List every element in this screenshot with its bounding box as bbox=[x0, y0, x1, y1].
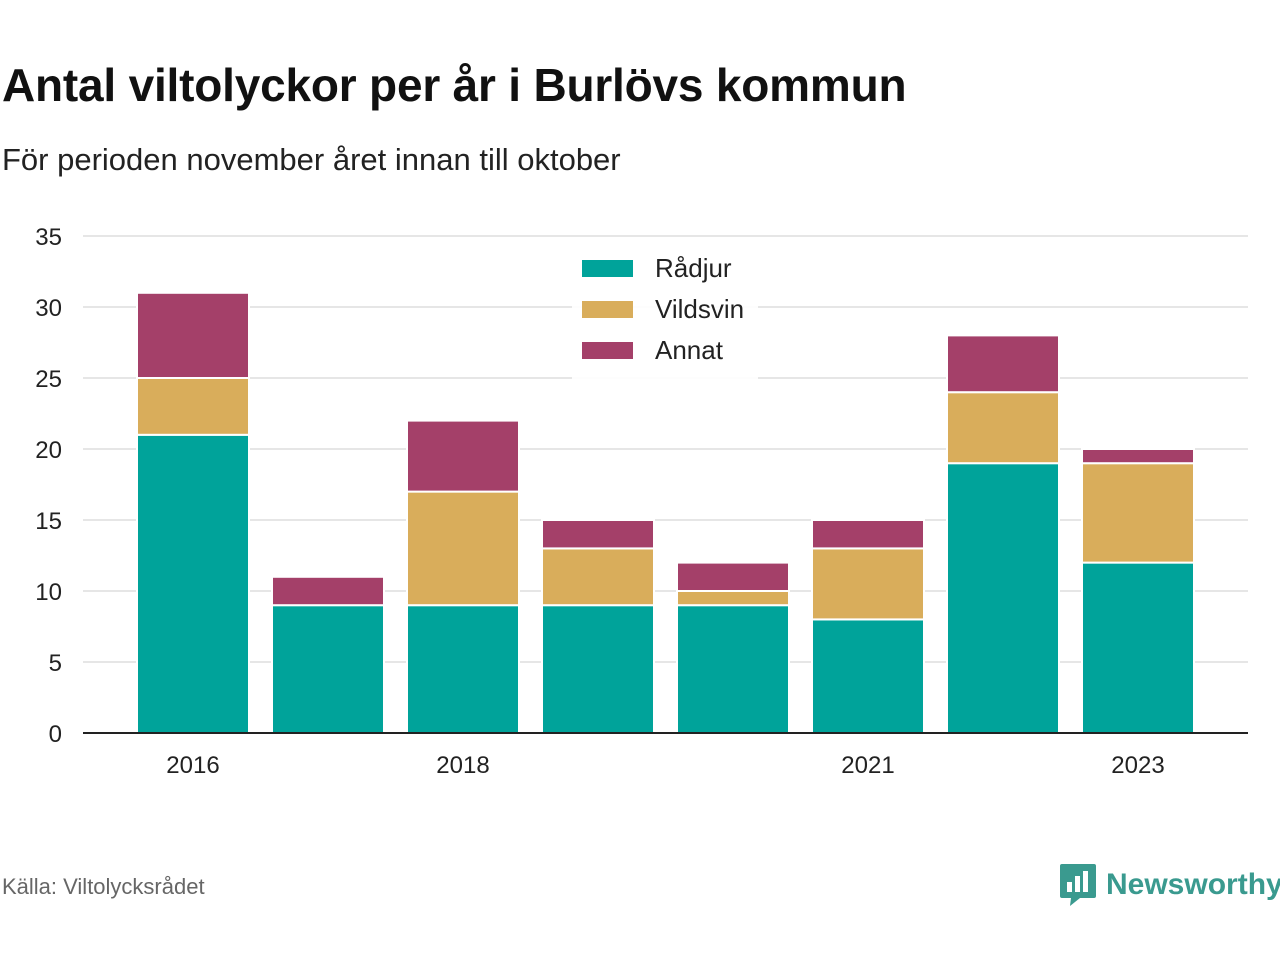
bar-segment bbox=[406, 604, 520, 735]
bar-segment bbox=[136, 433, 250, 735]
y-tick-label: 15 bbox=[35, 508, 62, 535]
legend-swatch bbox=[582, 260, 633, 277]
y-tick-label: 25 bbox=[35, 366, 62, 393]
y-tick-label: 5 bbox=[49, 650, 62, 677]
bar-segment bbox=[1081, 448, 1195, 465]
x-tick-label: 2023 bbox=[1111, 752, 1164, 779]
x-tick-label: 2016 bbox=[166, 752, 219, 779]
bar-segment bbox=[541, 519, 655, 550]
legend-label: Annat bbox=[655, 335, 724, 365]
bar-segment bbox=[136, 377, 250, 436]
legend-label: Vildsvin bbox=[655, 294, 744, 324]
bar-segment bbox=[676, 604, 790, 735]
newsworthy-logo-icon bbox=[1060, 864, 1096, 906]
bar-segment bbox=[136, 291, 250, 379]
bar-segment bbox=[811, 519, 925, 550]
bar-segment bbox=[946, 462, 1060, 734]
x-tick-label: 2021 bbox=[841, 752, 894, 779]
bar-segment bbox=[1081, 462, 1195, 564]
y-tick-label: 10 bbox=[35, 579, 62, 606]
bar-segment bbox=[541, 547, 655, 607]
bar-segment bbox=[676, 561, 790, 593]
legend-label: Rådjur bbox=[655, 253, 732, 283]
source-note: Källa: Viltolycksrådet bbox=[2, 874, 205, 899]
legend-swatch bbox=[582, 342, 633, 359]
bar-segment bbox=[1081, 561, 1195, 734]
y-tick-label: 35 bbox=[35, 224, 62, 251]
bar-segment bbox=[271, 604, 385, 735]
x-tick-label: 2018 bbox=[436, 752, 489, 779]
chart-title: Antal viltolyckor per år i Burlövs kommu… bbox=[2, 59, 907, 111]
bar-segment bbox=[541, 604, 655, 735]
bar-segment bbox=[676, 590, 790, 607]
brand-logo: Newsworthy bbox=[1058, 862, 1280, 908]
y-tick-label: 20 bbox=[35, 437, 62, 464]
bar-segment bbox=[811, 547, 925, 621]
stacked-bar-chart: 0 5 10 15 20 25 30 35 2016 2018 2021 2023 Rådjur Vild… bbox=[35, 224, 1248, 779]
bar-segment bbox=[406, 490, 520, 607]
chart-subtitle: För perioden november året innan till ok… bbox=[2, 142, 621, 177]
y-tick-label: 0 bbox=[49, 721, 62, 748]
legend-swatch bbox=[582, 301, 633, 318]
brand-name: Newsworthy bbox=[1106, 868, 1280, 901]
bar-segment bbox=[271, 575, 385, 607]
bar-segment bbox=[811, 618, 925, 734]
bar-segment bbox=[946, 334, 1060, 394]
y-tick-label: 30 bbox=[35, 295, 62, 322]
bar-segment bbox=[406, 419, 520, 493]
bar-segment bbox=[946, 391, 1060, 465]
